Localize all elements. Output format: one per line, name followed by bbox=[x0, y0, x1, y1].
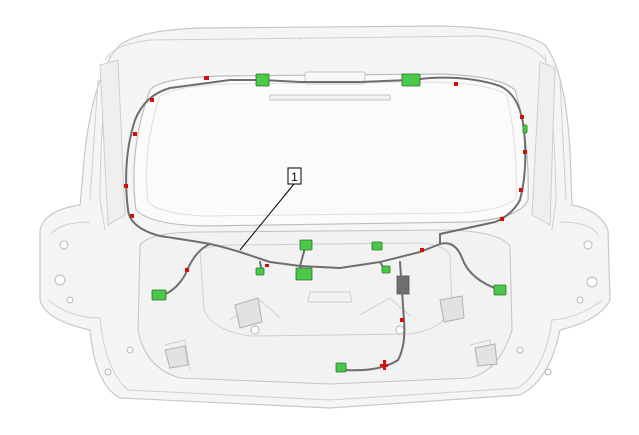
harness-clips bbox=[124, 76, 527, 370]
callout-label: 1 bbox=[291, 170, 298, 184]
lower-inner-panel bbox=[137, 229, 513, 385]
connector-bottom bbox=[335, 362, 347, 373]
callout-1: 1 bbox=[239, 167, 302, 251]
connector-center-upper bbox=[299, 239, 313, 251]
connector-right-edge bbox=[522, 124, 528, 134]
mounting-holes bbox=[54, 240, 598, 376]
callout-leader-line bbox=[239, 183, 295, 251]
connector-center-main bbox=[295, 267, 313, 281]
green-connectors bbox=[151, 73, 528, 373]
tailgate-frame-lines bbox=[47, 35, 603, 401]
connector-center-small bbox=[255, 267, 265, 276]
right-pillar bbox=[531, 61, 556, 226]
connector-left bbox=[151, 289, 167, 301]
connector-center-right-small bbox=[381, 265, 391, 274]
bracket-right bbox=[439, 295, 498, 367]
connector-top-left bbox=[255, 73, 270, 87]
left-pillar bbox=[99, 59, 126, 226]
callout-box bbox=[287, 167, 302, 185]
connector-center-right bbox=[371, 241, 383, 251]
connector-right bbox=[493, 284, 507, 296]
bracket-left bbox=[164, 297, 263, 369]
connector-top-right bbox=[401, 73, 421, 87]
